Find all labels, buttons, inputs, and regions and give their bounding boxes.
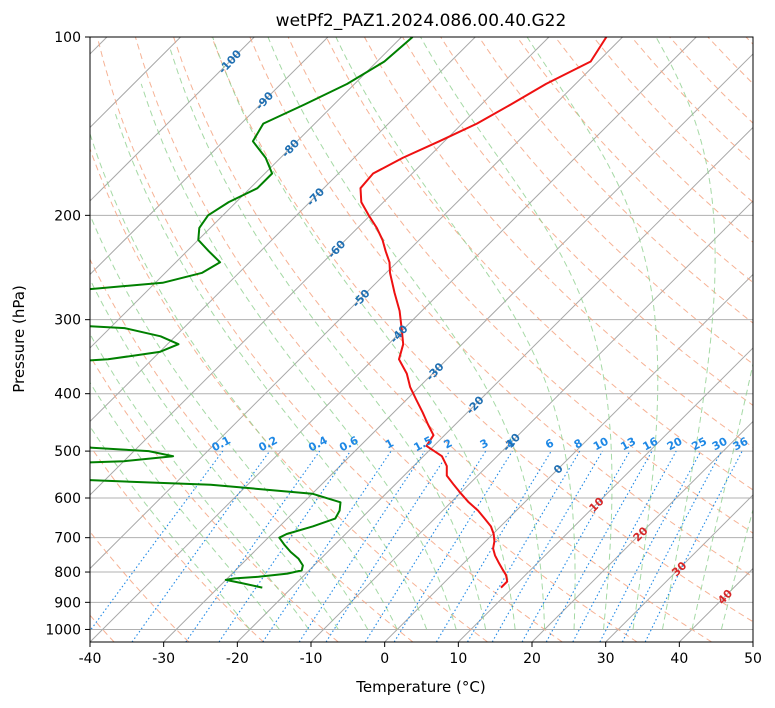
y-tick-label: 600 [54, 491, 81, 507]
x-tick-label: 10 [449, 651, 467, 667]
dewpoint-profile-line [90, 37, 414, 589]
mixing-ratio-line [262, 450, 392, 642]
dry-adiabat-line [249, 37, 753, 578]
x-tick-label: 50 [744, 651, 762, 667]
mixing-ratio-label: 30 [710, 435, 730, 454]
mixing-ratio-label: 25 [689, 435, 709, 454]
axis-layer: -40 -30 -20 -10 0 10 20 30 40 50 100 200 300 400 500 60… [45, 30, 762, 667]
mixing-ratio-label: 16 [641, 435, 661, 454]
moist-adiabat-line [267, 37, 546, 630]
y-tick-label: 700 [54, 531, 81, 547]
y-tick-label: 1000 [45, 622, 81, 638]
mixing-ratio-line [325, 450, 451, 642]
x-tick-label: 20 [523, 651, 541, 667]
isotherm-line [90, 37, 402, 349]
y-axis-title: Pressure (hPa) [10, 285, 28, 393]
temperature-profile-line [359, 37, 608, 589]
moist-adiabat-line [720, 508, 753, 630]
y-tick-label: 100 [54, 30, 81, 46]
isotherm-line [384, 273, 753, 642]
dry-adiabat-line [516, 37, 753, 284]
mixing-ratio-label: 20 [665, 434, 685, 453]
isotherm-line [605, 494, 753, 642]
y-tick-label: 400 [54, 387, 81, 403]
dry-adiabat-line [96, 37, 563, 642]
moist-adiabat-line [212, 37, 516, 630]
y-tick-label: 500 [54, 444, 81, 460]
mixing-ratio-line [90, 450, 224, 632]
mixing-ratio-line [521, 450, 631, 642]
isotherm-line [90, 37, 255, 202]
mixing-ratio-line [644, 450, 743, 642]
y-tick-label: 800 [54, 565, 81, 581]
moist-adiabat-line [169, 49, 487, 630]
moist-adiabat-line [335, 37, 576, 630]
moist-adiabat-line [90, 278, 339, 630]
x-tick-label: 40 [670, 651, 688, 667]
moist-adiabat-line [691, 361, 753, 630]
moist-adiabat-line [90, 132, 398, 630]
plot-background [90, 37, 753, 642]
dry-adiabat-line [173, 37, 712, 642]
x-tick-label: -40 [79, 651, 102, 667]
mixing-ratio-line [572, 450, 677, 642]
mixing-ratio-line [218, 450, 351, 642]
x-tick-label: -30 [152, 651, 175, 667]
dry-adiabat-line [90, 355, 339, 642]
y-tick-label: 900 [54, 595, 81, 611]
moist-adiabat-line [420, 37, 613, 630]
isotherm-line [90, 37, 476, 423]
chart-title: wetPf2_PAZ1.2024.086.00.40.G22 [276, 11, 567, 31]
y-tick-label: 200 [54, 208, 81, 224]
grid-layer [90, 37, 753, 642]
mixing-ratio-line [393, 450, 513, 642]
moist-adiabat-line [140, 83, 457, 630]
x-tick-label: -20 [226, 651, 249, 667]
moist-adiabat-line [115, 114, 428, 630]
mixing-ratio-label: 10 [591, 434, 611, 453]
profile-layer [90, 37, 608, 589]
x-tick-label: 0 [380, 651, 389, 667]
mixing-ratio-line [364, 450, 487, 642]
moist-adiabat-line [90, 381, 280, 630]
isotherm-line [90, 37, 697, 642]
plot-frame [89, 36, 754, 643]
mixing-ratio-label: 36 [731, 435, 751, 454]
mixing-ratio-line [298, 450, 426, 642]
isotherm-line [163, 53, 753, 642]
isotherm-line [457, 347, 753, 642]
dry-adiabat-line [90, 258, 414, 642]
moist-adiabat-line [526, 37, 659, 630]
mixing-ratio-line [131, 450, 271, 642]
isotherm-line [90, 37, 329, 276]
dry-adiabat-line [287, 37, 753, 534]
mixing-ratio-line [185, 450, 321, 642]
dry-adiabat-line [325, 37, 753, 491]
mixing-ratio-label: 13 [618, 435, 638, 454]
isotherm-line [236, 126, 753, 642]
dry-adiabat-line [211, 37, 753, 623]
moist-adiabat-line [90, 333, 310, 630]
x-tick-label: -10 [300, 651, 323, 667]
moist-adiabat-line [655, 37, 716, 630]
y-tick-label: 300 [54, 313, 81, 329]
isotherm-line [90, 37, 623, 570]
isotherm-line [531, 420, 753, 642]
mixing-ratio-line [545, 450, 653, 642]
dry-adiabat-line [90, 445, 264, 642]
x-tick-label: 30 [597, 651, 615, 667]
x-axis-title: Temperature (°C) [355, 678, 485, 696]
